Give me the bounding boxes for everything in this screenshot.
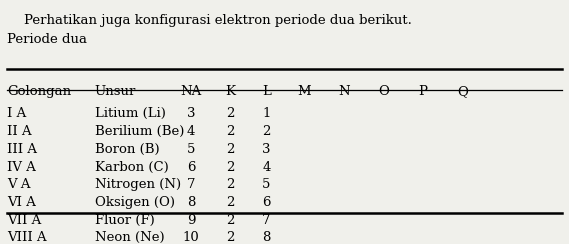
Text: 2: 2 [226, 161, 235, 173]
Text: 2: 2 [226, 214, 235, 227]
Text: V A: V A [7, 178, 31, 191]
Text: P: P [419, 85, 428, 98]
Text: 2: 2 [226, 125, 235, 138]
Text: 5: 5 [262, 178, 271, 191]
Text: Golongan: Golongan [7, 85, 71, 98]
Text: Q: Q [457, 85, 468, 98]
Text: 6: 6 [262, 196, 271, 209]
Text: 2: 2 [226, 231, 235, 244]
Text: Oksigen (O): Oksigen (O) [95, 196, 175, 209]
Text: Fluor (F): Fluor (F) [95, 214, 155, 227]
Text: K: K [226, 85, 236, 98]
Text: Perhatikan juga konfigurasi elektron periode dua berikut.: Perhatikan juga konfigurasi elektron per… [24, 14, 412, 27]
Text: O: O [378, 85, 389, 98]
Text: 8: 8 [262, 231, 271, 244]
Text: NA: NA [180, 85, 201, 98]
Text: VI A: VI A [7, 196, 36, 209]
Text: Berilium (Be): Berilium (Be) [95, 125, 184, 138]
Text: 2: 2 [226, 196, 235, 209]
Text: 10: 10 [183, 231, 200, 244]
Text: M: M [298, 85, 311, 98]
Text: IV A: IV A [7, 161, 36, 173]
Text: I A: I A [7, 107, 26, 120]
Text: 4: 4 [262, 161, 271, 173]
Text: Karbon (C): Karbon (C) [95, 161, 168, 173]
Text: 7: 7 [187, 178, 195, 191]
Text: VIII A: VIII A [7, 231, 47, 244]
Text: Nitrogen (N): Nitrogen (N) [95, 178, 181, 191]
Text: 3: 3 [187, 107, 195, 120]
Text: L: L [262, 85, 271, 98]
Text: 2: 2 [226, 143, 235, 156]
Text: II A: II A [7, 125, 32, 138]
Text: 7: 7 [262, 214, 271, 227]
Text: Neon (Ne): Neon (Ne) [95, 231, 164, 244]
Text: Litium (Li): Litium (Li) [95, 107, 166, 120]
Text: Boron (B): Boron (B) [95, 143, 159, 156]
Text: 2: 2 [226, 107, 235, 120]
Text: Periode dua: Periode dua [7, 33, 87, 46]
Text: 4: 4 [187, 125, 195, 138]
Text: 2: 2 [226, 178, 235, 191]
Text: VII A: VII A [7, 214, 42, 227]
Text: 9: 9 [187, 214, 195, 227]
Text: 8: 8 [187, 196, 195, 209]
Text: 5: 5 [187, 143, 195, 156]
Text: 2: 2 [262, 125, 271, 138]
Text: 3: 3 [262, 143, 271, 156]
Text: N: N [338, 85, 350, 98]
Text: 1: 1 [262, 107, 271, 120]
Text: III A: III A [7, 143, 37, 156]
Text: 6: 6 [187, 161, 195, 173]
Text: Unsur: Unsur [95, 85, 136, 98]
